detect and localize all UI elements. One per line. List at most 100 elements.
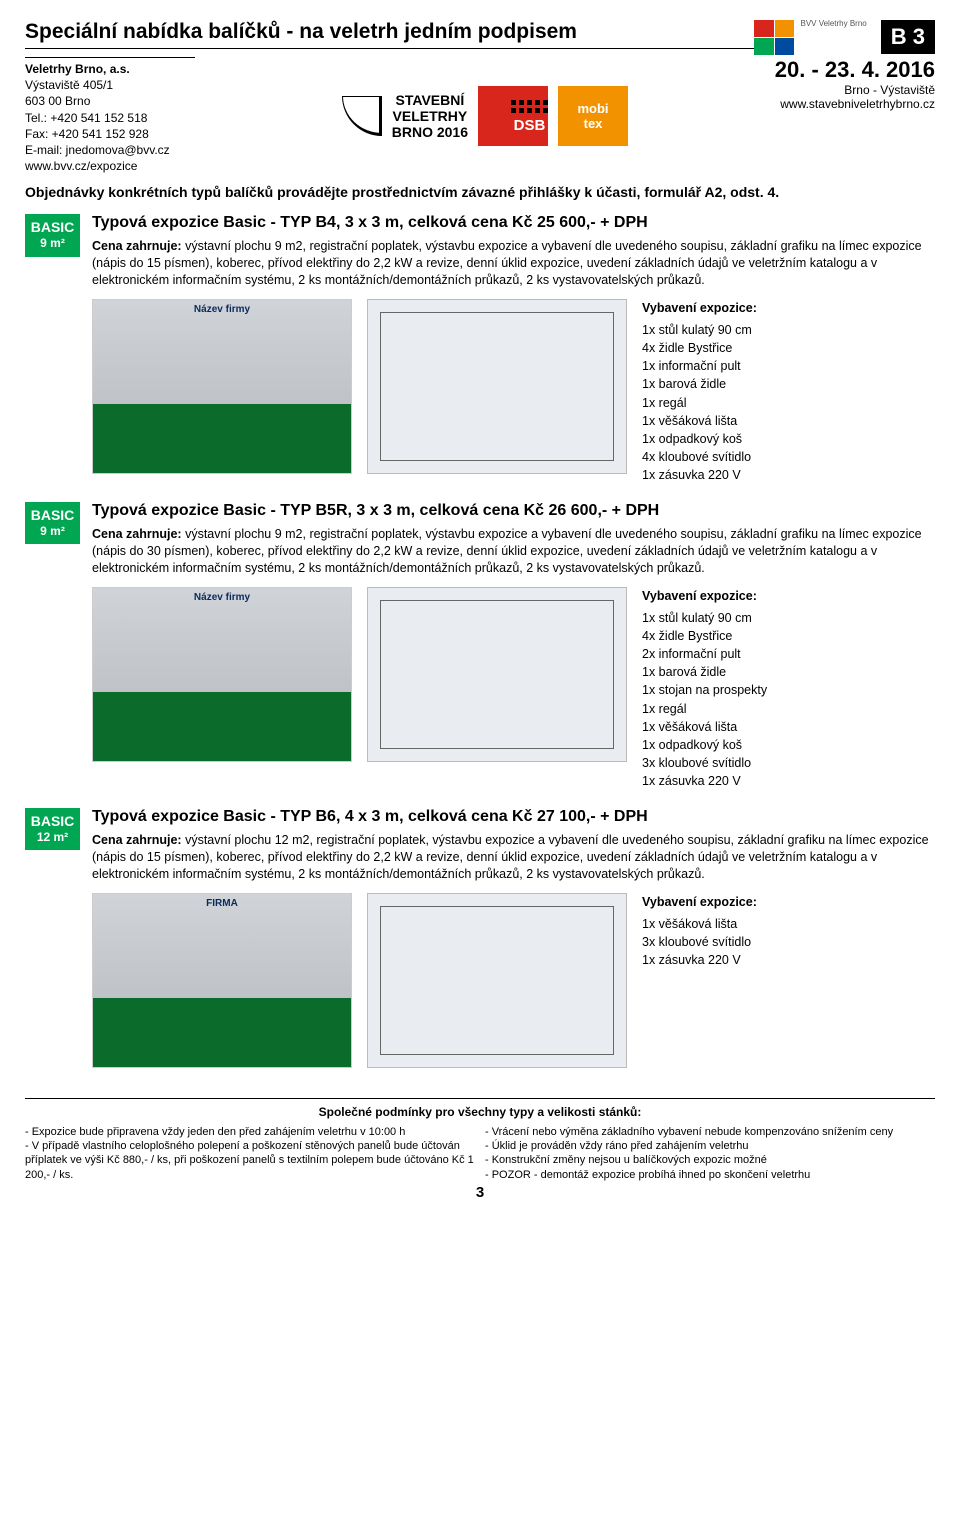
package-desc: Cena zahrnuje: výstavní plochu 12 m2, re…: [92, 832, 935, 883]
intro-text: Objednávky konkrétních typů balíčků prov…: [25, 184, 935, 200]
footer-line: - Expozice bude připravena vždy jeden de…: [25, 1125, 475, 1139]
visual-row: FIRMA Vybavení expozice: 1x věšáková liš…: [92, 893, 935, 1068]
equipment-list: Vybavení expozice: 1x stůl kulatý 90 cm4…: [642, 299, 757, 484]
company-fax: Fax: +420 541 152 928: [25, 126, 195, 142]
equipment-title: Vybavení expozice:: [642, 587, 767, 605]
equipment-item: 1x věšáková lišta: [642, 412, 757, 430]
company-block: Veletrhy Brno, a.s. Výstaviště 405/1 603…: [25, 57, 195, 174]
equipment-item: 1x informační pult: [642, 357, 757, 375]
mobi1: mobi: [577, 101, 608, 116]
footer-line: - POZOR - demontáž expozice probíhá ihne…: [485, 1168, 935, 1182]
footer-right-col: - Vrácení nebo výměna základního vybaven…: [485, 1125, 935, 1182]
event-dates: 20. - 23. 4. 2016: [775, 57, 935, 83]
bvv-text: BVV Veletrhy Brno: [800, 19, 866, 28]
equipment-item: 1x zásuvka 220 V: [642, 772, 767, 790]
equipment-item: 1x barová židle: [642, 375, 757, 393]
equipment-item: 2x informační pult: [642, 645, 767, 663]
packages-container: BASIC 9 m² Typová expozice Basic - TYP B…: [25, 214, 935, 1068]
equipment-item: 4x kloubové svítidlo: [642, 448, 757, 466]
equipment-item: 1x zásuvka 220 V: [642, 466, 757, 484]
equipment-item: 1x regál: [642, 394, 757, 412]
company-tel: Tel.: +420 541 152 518: [25, 110, 195, 126]
logo-row: STAVEBNÍ VELETRHY BRNO 2016 DSB mobitex: [205, 57, 765, 174]
equipment-item: 1x věšáková lišta: [642, 718, 767, 736]
arc-logo-icon: [342, 86, 382, 146]
package-title: Typová expozice Basic - TYP B4, 3 x 3 m,…: [92, 214, 935, 232]
equipment-item: 4x židle Bystřice: [642, 627, 767, 645]
render-3d-placeholder: FIRMA: [92, 893, 352, 1068]
footer-line: - Konstrukční změny nejsou u balíčkových…: [485, 1153, 935, 1167]
stavebni-l3: BRNO 2016: [392, 124, 468, 140]
render-3d-placeholder: Název firmy: [92, 587, 352, 762]
title-rule: [25, 48, 754, 49]
equipment-item: 1x regál: [642, 700, 767, 718]
package-title: Typová expozice Basic - TYP B5R, 3 x 3 m…: [92, 502, 935, 520]
package-body: Typová expozice Basic - TYP B5R, 3 x 3 m…: [92, 502, 935, 790]
package-2: BASIC 12 m² Typová expozice Basic - TYP …: [25, 808, 935, 1068]
equipment-item: 1x stůl kulatý 90 cm: [642, 609, 767, 627]
badge-label: BASIC: [27, 813, 78, 830]
package-badge: BASIC 12 m²: [25, 808, 80, 850]
package-badge: BASIC 9 m²: [25, 214, 80, 256]
badge-label: BASIC: [27, 219, 78, 236]
equipment-item: 1x věšáková lišta: [642, 915, 757, 933]
top-right-logos: BVV Veletrhy Brno B 3: [754, 20, 935, 55]
page-number: 3: [25, 1184, 935, 1201]
equipment-title: Vybavení expozice:: [642, 299, 757, 317]
equipment-title: Vybavení expozice:: [642, 893, 757, 911]
event-loc: Brno - Výstaviště: [775, 83, 935, 97]
header-mid: Veletrhy Brno, a.s. Výstaviště 405/1 603…: [25, 57, 935, 174]
package-title: Typová expozice Basic - TYP B6, 4 x 3 m,…: [92, 808, 935, 826]
footer-separator: [25, 1098, 935, 1099]
equipment-item: 4x židle Bystřice: [642, 339, 757, 357]
equipment-item: 3x kloubové svítidlo: [642, 754, 767, 772]
package-desc: Cena zahrnuje: výstavní plochu 9 m2, reg…: [92, 526, 935, 577]
floorplan-placeholder: [367, 587, 627, 762]
footer-line: - V případě vlastního celoplošného polep…: [25, 1139, 475, 1182]
page-badge: B 3: [881, 20, 935, 54]
equipment-item: 1x odpadkový koš: [642, 736, 767, 754]
equipment-list: Vybavení expozice: 1x stůl kulatý 90 cm4…: [642, 587, 767, 790]
stavebni-l1: STAVEBNÍ: [396, 92, 465, 108]
company-addr1: Výstaviště 405/1: [25, 77, 195, 93]
badge-area: 9 m²: [27, 524, 78, 538]
equipment-item: 1x zásuvka 220 V: [642, 951, 757, 969]
equipment-item: 1x odpadkový koš: [642, 430, 757, 448]
package-desc: Cena zahrnuje: výstavní plochu 9 m2, reg…: [92, 238, 935, 289]
equipment-list: Vybavení expozice: 1x věšáková lišta3x k…: [642, 893, 757, 970]
visual-row: Název firmy Vybavení expozice: 1x stůl k…: [92, 299, 935, 484]
event-block: 20. - 23. 4. 2016 Brno - Výstaviště www.…: [775, 57, 935, 174]
package-1: BASIC 9 m² Typová expozice Basic - TYP B…: [25, 502, 935, 790]
floorplan-placeholder: [367, 893, 627, 1068]
package-0: BASIC 9 m² Typová expozice Basic - TYP B…: [25, 214, 935, 484]
equipment-item: 3x kloubové svítidlo: [642, 933, 757, 951]
footer-line: - Úklid je prováděn vždy ráno před zaháj…: [485, 1139, 935, 1153]
company-email: E-mail: jnedomova@bvv.cz: [25, 142, 195, 158]
visual-row: Název firmy Vybavení expozice: 1x stůl k…: [92, 587, 935, 790]
company-web: www.bvv.cz/expozice: [25, 158, 195, 174]
page-title: Speciální nabídka balíčků - na veletrh j…: [25, 20, 754, 44]
badge-label: BASIC: [27, 507, 78, 524]
mobitex-logo: mobitex: [558, 86, 628, 146]
bvv-mini-text: BVV Veletrhy Brno: [800, 20, 866, 29]
package-body: Typová expozice Basic - TYP B4, 3 x 3 m,…: [92, 214, 935, 484]
equipment-item: 1x stojan na prospekty: [642, 681, 767, 699]
footer-columns: - Expozice bude připravena vždy jeden de…: [25, 1125, 935, 1182]
dsb-logo: DSB: [478, 86, 548, 146]
event-web: www.stavebniveletrhybrno.cz: [775, 97, 935, 111]
ce-logo-icon: [754, 20, 794, 55]
stavebni-logo: STAVEBNÍ VELETRHY BRNO 2016: [392, 86, 468, 146]
footer-line: - Vrácení nebo výměna základního vybaven…: [485, 1125, 935, 1139]
dsb-text: DSB: [514, 117, 546, 134]
equipment-item: 1x barová židle: [642, 663, 767, 681]
dsb-dots-icon: [511, 100, 548, 113]
render-3d-placeholder: Název firmy: [92, 299, 352, 474]
footer-left-col: - Expozice bude připravena vždy jeden de…: [25, 1125, 475, 1182]
footer-title: Společné podmínky pro všechny typy a vel…: [25, 1105, 935, 1119]
badge-area: 9 m²: [27, 236, 78, 250]
package-badge: BASIC 9 m²: [25, 502, 80, 544]
package-body: Typová expozice Basic - TYP B6, 4 x 3 m,…: [92, 808, 935, 1068]
company-addr2: 603 00 Brno: [25, 93, 195, 109]
stavebni-l2: VELETRHY: [393, 108, 468, 124]
equipment-item: 1x stůl kulatý 90 cm: [642, 321, 757, 339]
